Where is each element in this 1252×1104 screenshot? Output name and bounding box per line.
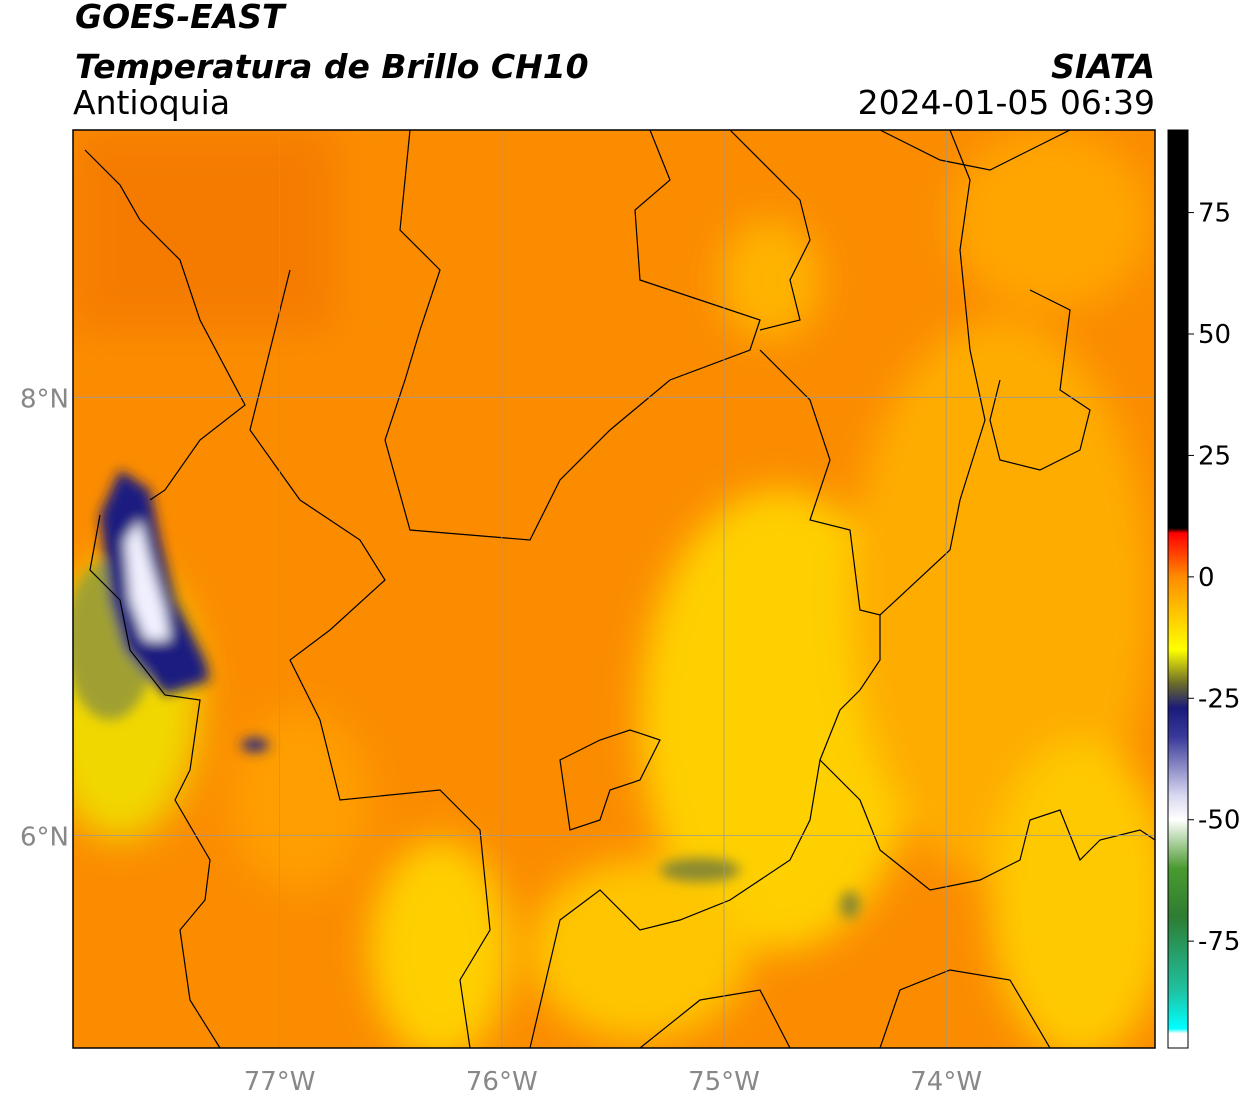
title: GOES-EAST	[75, 0, 287, 36]
colorbar-tick-label: -75	[1198, 927, 1240, 957]
lon-tick-label: 76°W	[466, 1067, 538, 1097]
colorbar-tick-label: 75	[1198, 199, 1231, 229]
colorbar-tick-label: 0	[1198, 563, 1215, 593]
source: SIATA	[1051, 47, 1155, 86]
colorbar-tick-label: -25	[1198, 684, 1240, 714]
lon-tick-label: 75°W	[688, 1067, 760, 1097]
colorbar-tick-label: 50	[1198, 320, 1231, 350]
lon-tick-label: 74°W	[910, 1067, 982, 1097]
region: Antioquia	[73, 83, 230, 122]
subtitle: Temperatura de Brillo CH10	[75, 47, 589, 86]
lon-tick-label: 77°W	[244, 1067, 316, 1097]
lat-tick-label: 8°N	[20, 384, 69, 414]
colorbar	[1167, 129, 1189, 1049]
map-frame	[72, 129, 1156, 1049]
colorbar-tick-label: -50	[1198, 806, 1240, 836]
lat-tick-label: 6°N	[20, 822, 69, 852]
timestamp: 2024-01-05 06:39	[858, 83, 1155, 122]
map-area	[73, 130, 1155, 1048]
colorbar-tick-label: 25	[1198, 441, 1231, 471]
